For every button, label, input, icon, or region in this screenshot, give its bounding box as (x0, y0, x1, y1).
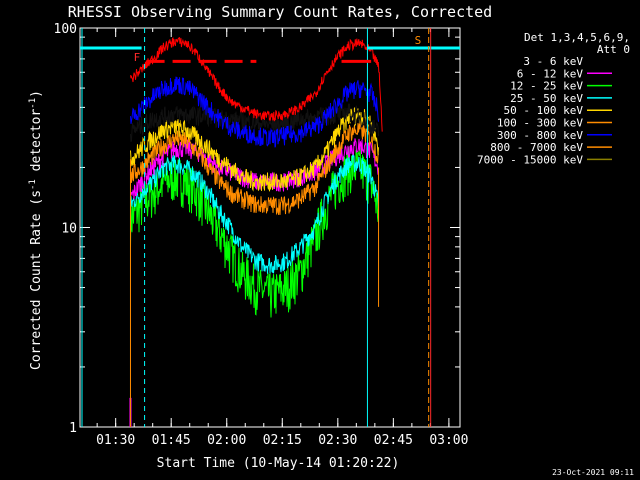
legend-label-8: 7000 - 15000 keV (477, 153, 583, 166)
legend-label-3: 25 - 50 keV (510, 92, 583, 105)
y-tick-label-2: 100 (54, 22, 77, 37)
x-tick-label-6: 03:00 (429, 433, 468, 448)
marker-f: F (134, 51, 141, 64)
legend-label-4: 50 - 100 keV (504, 104, 584, 117)
series-line-5 (130, 120, 379, 216)
y-tick-label-0: 1 (69, 421, 77, 436)
y-axis-label: Corrected Count Rate (s-1 detector-1) (28, 90, 44, 370)
x-tick-label-2: 02:00 (207, 433, 246, 448)
overlay-layer: FS (80, 28, 460, 427)
legend-label-0: 3 - 6 keV (523, 55, 583, 68)
x-tick-label-5: 02:45 (374, 433, 413, 448)
legend-title-line-1: Det 1,3,4,5,6,9, (524, 31, 630, 44)
footer-timestamp: 23-Oct-2021 09:11 (552, 468, 634, 477)
plot-frame (79, 27, 461, 428)
x-axis-label: Start Time (10-May-14 01:20:22) (157, 456, 400, 471)
series-line-3 (130, 153, 379, 274)
series-line-front (130, 36, 383, 132)
series-line-6 (130, 76, 379, 148)
legend-title-line-2: Att 0 (597, 43, 630, 56)
series-layer (130, 36, 383, 318)
legend-label-1: 6 - 12 keV (517, 67, 584, 80)
series-line-4 (130, 107, 379, 192)
x-tick-label-0: 01:30 (96, 433, 135, 448)
legend-label-2: 12 - 25 keV (510, 80, 583, 93)
axes: 01:30 01:45 02:00 02:15 02:30 02:45 03:00 1 10 10… (54, 22, 469, 448)
legend-label-5: 100 - 300 keV (497, 117, 583, 130)
x-tick-label-1: 01:45 (152, 433, 191, 448)
marker-s: S (415, 34, 422, 47)
legend-label-7: 800 - 7000 keV (490, 141, 583, 154)
x-tick-label-3: 02:15 (263, 433, 302, 448)
x-tick-label-4: 02:30 (318, 433, 357, 448)
legend-label-6: 300 - 800 keV (497, 129, 583, 142)
chart-title: RHESSI Observing Summary Count Rates, Co… (68, 3, 492, 21)
y-tick-label-1: 10 (61, 222, 77, 237)
